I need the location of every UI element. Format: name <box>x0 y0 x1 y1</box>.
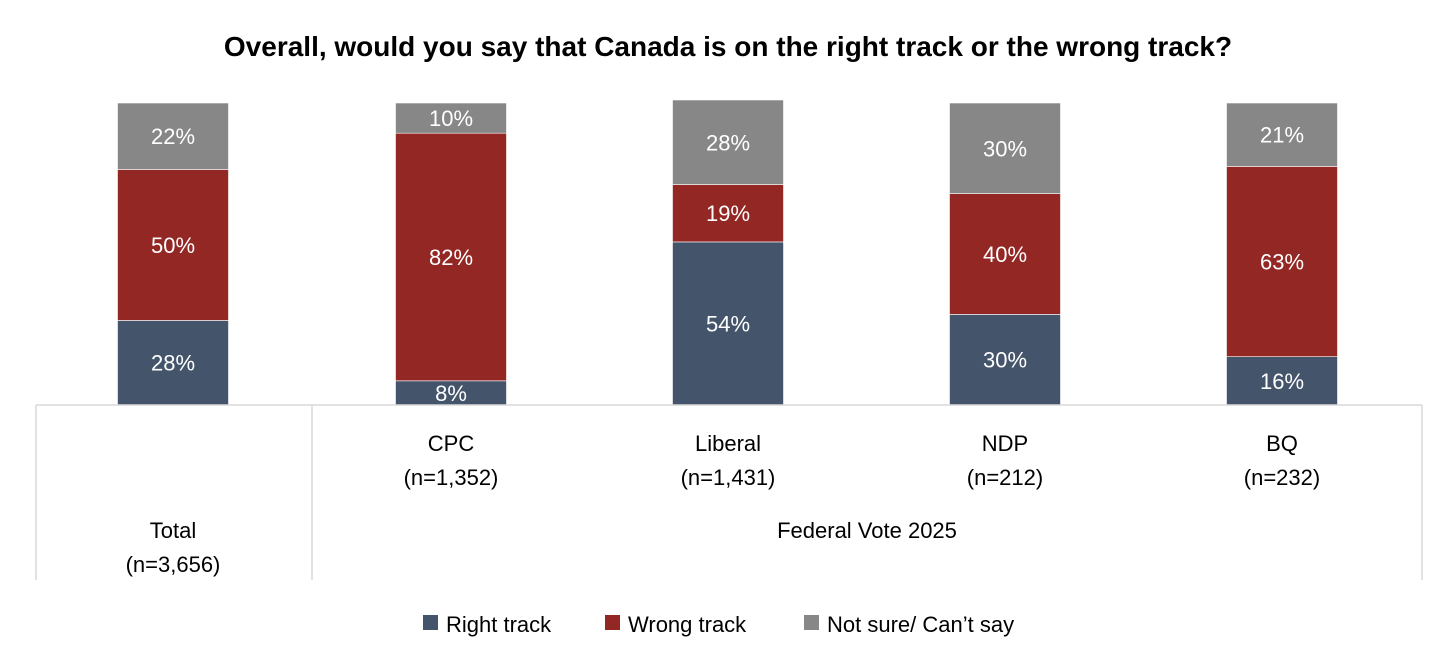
bar-segment-not-sure-can-t-say-bq <box>1226 102 1338 167</box>
bars-group: 28% 50% 22% 8% 82% 10% 54% 19% 28% 30% 40% 30% 16% 63… <box>117 99 1338 406</box>
data-label-not-sure-can-t-say-bq: 21% <box>1260 123 1304 148</box>
category-label-bq: BQ <box>1266 431 1298 456</box>
data-label-not-sure-can-t-say-ndp: 30% <box>983 136 1027 161</box>
data-label-not-sure-can-t-say-cpc: 10% <box>429 106 473 131</box>
bar-segment-right-track-bq <box>1226 356 1338 406</box>
legend-label-right-track: Right track <box>446 612 552 637</box>
bar-segment-right-track-total <box>117 320 229 406</box>
data-label-wrong-track-cpc: 82% <box>429 245 473 270</box>
data-label-wrong-track-bq: 63% <box>1260 250 1304 275</box>
data-label-wrong-track-liberal: 19% <box>706 201 750 226</box>
data-label-wrong-track-total: 50% <box>151 233 195 258</box>
bar-segment-right-track-liberal <box>672 241 784 406</box>
category-label-ndp: NDP <box>982 431 1028 456</box>
category-label-cpc: CPC <box>428 431 475 456</box>
data-label-wrong-track-ndp: 40% <box>983 242 1027 267</box>
category-n-bq: (n=232) <box>1244 465 1320 490</box>
bar-segment-not-sure-can-t-say-liberal <box>672 99 784 185</box>
category-n-liberal: (n=1,431) <box>681 465 776 490</box>
bar-segment-not-sure-can-t-say-cpc <box>395 102 507 134</box>
bar-segment-right-track-ndp <box>949 314 1061 406</box>
data-label-not-sure-can-t-say-total: 22% <box>151 124 195 149</box>
data-label-not-sure-can-t-say-liberal: 28% <box>706 130 750 155</box>
category-n-cpc: (n=1,352) <box>404 465 499 490</box>
bar-segment-wrong-track-cpc <box>395 132 507 382</box>
data-label-right-track-total: 28% <box>151 351 195 376</box>
category-labels: Total (n=3,656) CPC (n=1,352) Liberal (n=1,43… <box>126 431 1321 577</box>
data-label-right-track-cpc: 8% <box>435 381 467 406</box>
bar-segment-right-track-cpc <box>395 380 507 406</box>
category-n-total: (n=3,656) <box>126 552 221 577</box>
legend: Right track Wrong track Not sure/ Can’t sa… <box>423 612 1014 637</box>
legend-label-not-sure-can-t-say: Not sure/ Can’t say <box>827 612 1014 637</box>
group-label: Federal Vote 2025 <box>777 518 957 543</box>
data-label-right-track-bq: 16% <box>1260 369 1304 394</box>
category-axis <box>35 404 1423 580</box>
legend-label-wrong-track: Wrong track <box>628 612 747 637</box>
bar-segment-wrong-track-ndp <box>949 193 1061 315</box>
bar-segment-not-sure-can-t-say-ndp <box>949 102 1061 194</box>
data-label-right-track-liberal: 54% <box>706 311 750 336</box>
category-n-ndp: (n=212) <box>967 465 1043 490</box>
legend-swatch-not-sure-can-t-say <box>804 615 819 630</box>
chart-title: Overall, would you say that Canada is on… <box>224 31 1232 62</box>
category-label-liberal: Liberal <box>695 431 761 456</box>
data-label-right-track-ndp: 30% <box>983 348 1027 373</box>
bar-segment-not-sure-can-t-say-total <box>117 102 229 170</box>
bar-segment-wrong-track-liberal <box>672 184 784 243</box>
bar-segment-wrong-track-total <box>117 169 229 321</box>
category-label-total: Total <box>150 518 196 543</box>
legend-swatch-right-track <box>423 615 438 630</box>
legend-swatch-wrong-track <box>605 615 620 630</box>
